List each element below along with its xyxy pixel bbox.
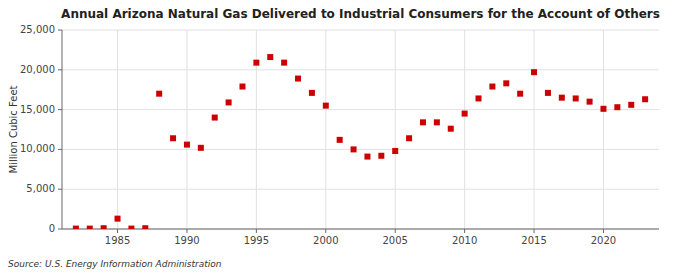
point [642, 96, 648, 102]
point [226, 99, 232, 105]
point [73, 226, 79, 229]
y-tick-label: 5,000 [26, 183, 55, 194]
point [239, 84, 245, 90]
point [587, 99, 593, 105]
x-tick [534, 229, 535, 233]
point [267, 54, 273, 60]
point [351, 146, 357, 152]
point [115, 216, 121, 222]
y-tick [58, 30, 62, 31]
point [628, 102, 634, 108]
point [295, 76, 301, 82]
y-tick-label: 20,000 [20, 64, 55, 75]
point [448, 126, 454, 132]
y-grid-line [62, 30, 659, 31]
x-tick-label: 2005 [382, 235, 407, 246]
x-grid-line [117, 30, 118, 229]
x-tick [603, 229, 604, 233]
point [517, 91, 523, 97]
x-grid-line [464, 30, 465, 229]
x-tick [256, 229, 257, 233]
y-tick-label: 10,000 [20, 143, 55, 154]
point [434, 119, 440, 125]
point [170, 135, 176, 141]
x-grid-line [186, 30, 187, 229]
grid [62, 30, 659, 229]
x-axis-line [62, 229, 659, 230]
axes: 0 5,000 10,000 15,000 20,000 25,000 1985 1990 19… [20, 24, 659, 246]
source-note: Source: U.S. Energy Information Administ… [8, 259, 222, 269]
y-grid-line [62, 149, 659, 150]
point [600, 106, 606, 112]
point [253, 60, 259, 66]
point [476, 95, 482, 101]
point [406, 135, 412, 141]
y-grid-line [62, 189, 659, 190]
x-tick-label: 2000 [313, 235, 338, 246]
x-grid-line [534, 30, 535, 229]
title: Annual Arizona Natural Gas Delivered to … [61, 7, 660, 21]
point [614, 104, 620, 110]
points [73, 54, 648, 229]
y-tick [58, 149, 62, 150]
y-tick-label: 0 [49, 223, 55, 234]
y-grid-line [62, 69, 659, 70]
x-tick [117, 229, 118, 233]
point [462, 111, 468, 117]
y-tick [58, 109, 62, 110]
chart: 0 5,000 10,000 15,000 20,000 25,000 1985 1990 19… [0, 0, 675, 275]
point [281, 60, 287, 66]
y-tick [58, 229, 62, 230]
point [545, 90, 551, 96]
y-tick [58, 69, 62, 70]
x-tick [464, 229, 465, 233]
point [309, 90, 315, 96]
point [378, 153, 384, 159]
point [531, 69, 537, 75]
point [101, 225, 107, 229]
y-tick-label: 25,000 [20, 24, 55, 35]
point [142, 225, 148, 229]
point [503, 80, 509, 86]
point [392, 148, 398, 154]
x-grid-line [395, 30, 396, 229]
x-tick [325, 229, 326, 233]
background [0, 0, 675, 275]
x-tick-label: 2015 [521, 235, 546, 246]
y-grid-line [62, 109, 659, 110]
point [128, 226, 134, 229]
point [420, 119, 426, 125]
y-axis-label: Million Cubic Feet [8, 85, 19, 173]
point [489, 84, 495, 90]
point [198, 145, 204, 151]
point [323, 103, 329, 109]
x-grid-line [603, 30, 604, 229]
x-tick-label: 1995 [244, 235, 269, 246]
x-tick-label: 2010 [452, 235, 477, 246]
point [212, 115, 218, 121]
y-tick-label: 15,000 [20, 104, 55, 115]
point [184, 142, 190, 148]
x-grid-line [325, 30, 326, 229]
point [156, 91, 162, 97]
x-tick [395, 229, 396, 233]
x-tick-label: 2020 [591, 235, 616, 246]
x-tick-label: 1990 [174, 235, 199, 246]
x-tick [186, 229, 187, 233]
point [337, 137, 343, 143]
y-grid-line [62, 229, 659, 230]
point [559, 95, 565, 101]
y-axis-line [62, 30, 63, 229]
y-tick [58, 189, 62, 190]
point [364, 154, 370, 160]
point [573, 95, 579, 101]
x-tick-label: 1985 [105, 235, 130, 246]
point [87, 226, 93, 229]
